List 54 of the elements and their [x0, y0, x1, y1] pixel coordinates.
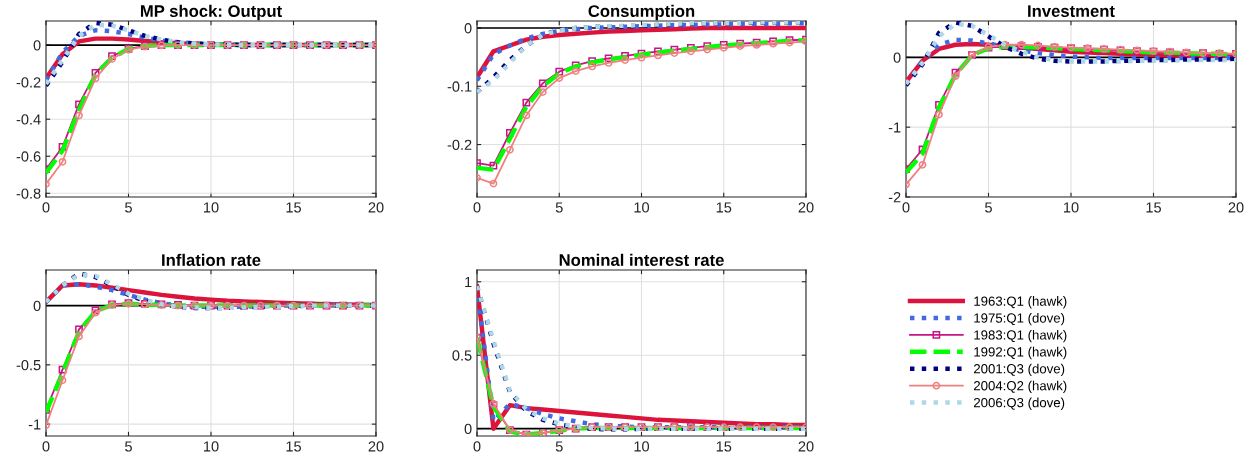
x-tick-label: 5: [985, 202, 992, 213]
legend-label: 1963:Q1 (hawk): [974, 296, 1067, 309]
x-tick-label: 10: [204, 202, 219, 213]
x-tick-label: 0: [473, 202, 481, 213]
x-tick-label: 0: [902, 202, 910, 213]
x-tick-label: 0: [473, 441, 481, 452]
x-tick-label: 15: [1146, 202, 1161, 213]
y-tick-label: -0.4: [16, 114, 41, 125]
x-tick-label: 5: [125, 202, 132, 213]
x-tick-label: 0: [42, 202, 50, 213]
y-tick-label: -0.2: [447, 139, 472, 150]
legend-label: 1992:Q1 (hawk): [974, 346, 1067, 360]
x-tick-label: 20: [368, 202, 384, 213]
y-tick-label: -0.2: [16, 77, 41, 88]
y-tick-label: -0.8: [16, 188, 41, 199]
x-tick-label: 10: [634, 441, 650, 452]
chart-title: Consumption: [588, 4, 695, 21]
y-tick-label: 0.5: [452, 350, 472, 361]
y-tick-label: -0.5: [16, 359, 41, 371]
y-tick-label: 0: [33, 40, 41, 51]
chart-title: Inflation rate: [162, 253, 261, 266]
x-tick-label: 15: [286, 441, 301, 452]
y-tick-label: -2: [888, 192, 901, 203]
y-tick-label: -1: [28, 419, 41, 430]
y-tick-label: -1: [888, 122, 901, 133]
chart-title: Nominal interest rate: [559, 253, 724, 266]
x-tick-label: 15: [286, 202, 301, 213]
x-tick-label: 20: [798, 441, 814, 452]
y-tick-label: 0: [33, 300, 41, 311]
y-tick-label: 1: [465, 277, 472, 288]
chart-title: Investment: [1028, 5, 1115, 17]
y-tick-label: -0.1: [447, 81, 472, 92]
legend-label: 2001:Q3 (dove): [973, 363, 1065, 377]
x-tick-label: 0: [42, 441, 50, 452]
x-tick-label: 5: [555, 441, 563, 452]
y-tick-label: 0: [464, 23, 472, 34]
y-tick-label: -0.6: [16, 151, 41, 162]
legend-label: 1983:Q1 (hawk): [974, 329, 1067, 343]
x-tick-label: 10: [1064, 202, 1079, 213]
y-tick-label: 0: [893, 52, 901, 63]
x-tick-label: 5: [125, 441, 132, 452]
x-tick-label: 15: [716, 202, 732, 213]
chart-title: MP shock: Output: [140, 4, 282, 21]
legend-label: 1975:Q1 (dove): [974, 313, 1065, 326]
x-tick-label: 20: [1228, 202, 1244, 213]
x-tick-label: 20: [798, 202, 814, 213]
x-tick-label: 10: [204, 441, 219, 452]
legend-label: 2006:Q3 (dove): [973, 397, 1065, 410]
x-tick-label: 20: [368, 441, 384, 452]
legend-label: 2004:Q2 (hawk): [973, 380, 1067, 393]
y-tick-label: 0: [464, 423, 472, 435]
x-tick-label: 10: [634, 202, 650, 213]
x-tick-label: 5: [555, 202, 563, 213]
x-tick-label: 15: [716, 441, 732, 452]
